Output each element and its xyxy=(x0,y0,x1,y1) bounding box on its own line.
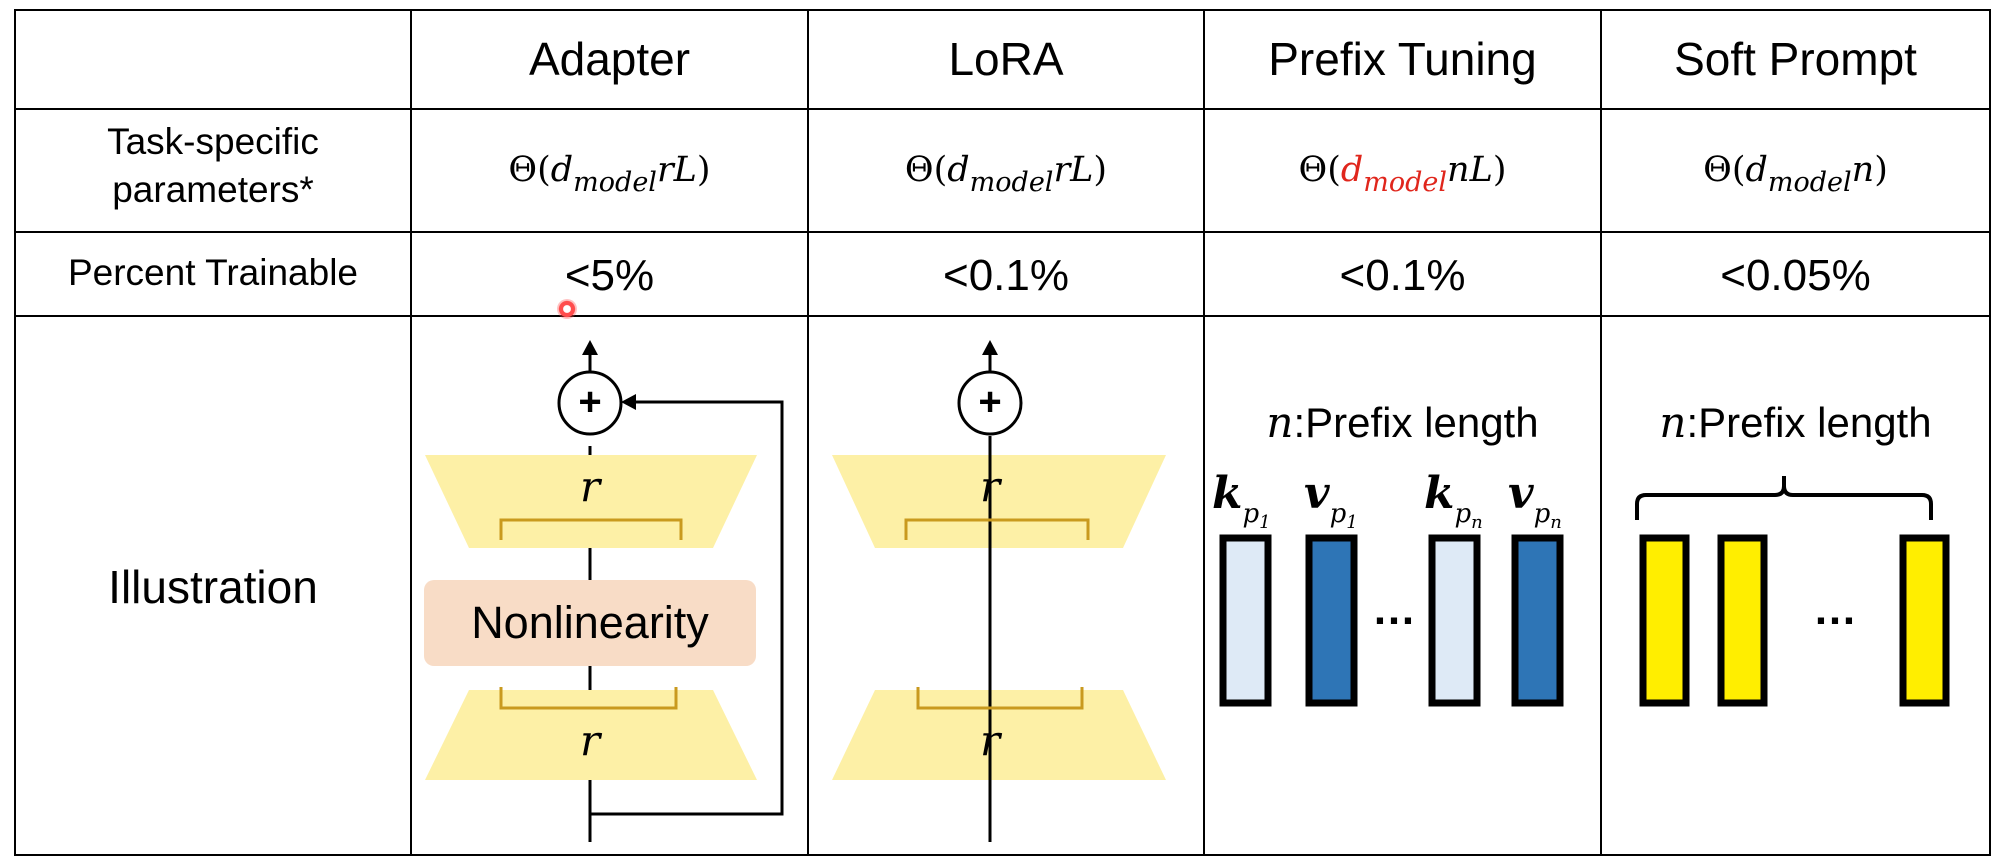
key-pn-label: kpn xyxy=(1424,468,1483,534)
lora-r-bottom: r xyxy=(979,716,1001,765)
adapter-r-bottom: r xyxy=(579,716,601,765)
adapter-up-projection xyxy=(425,690,757,780)
col-header-lora: LoRA xyxy=(948,33,1064,85)
pointer-cursor xyxy=(557,299,577,319)
col-header-prefix-tuning: Prefix Tuning xyxy=(1268,33,1537,85)
value-p1-label: vp1 xyxy=(1304,468,1358,534)
formula-soft-prompt: Θ(dmodeln) xyxy=(1703,150,1888,198)
lora-down-projection xyxy=(832,455,1166,548)
lora-diagram xyxy=(832,340,1166,842)
percent-adapter: <5% xyxy=(564,251,655,300)
adapter-down-projection xyxy=(425,455,757,548)
percent-prefix-tuning: <0.1% xyxy=(1339,251,1466,300)
row-label-task-params: Task-specific parameters* xyxy=(107,121,319,210)
prefix-length-label: n:Prefix length xyxy=(1266,398,1539,447)
soft-prompt-vectors xyxy=(1635,476,1950,707)
percent-lora: <0.1% xyxy=(943,251,1069,300)
lora-up-projection xyxy=(832,690,1166,780)
lora-r-top: r xyxy=(979,462,1001,511)
row-label-percent: Percent Trainable xyxy=(67,252,358,293)
prefix-ellipsis: … xyxy=(1372,585,1416,634)
value-pn-label: vpn xyxy=(1508,468,1562,534)
lora-add-circle xyxy=(957,370,1023,436)
col-header-soft-prompt: Soft Prompt xyxy=(1674,33,1917,85)
col-header-adapter: Adapter xyxy=(528,33,691,85)
row-label-illustration: Illustration xyxy=(108,561,318,613)
formula-prefix-tuning: Θ(dmodelnL) xyxy=(1298,150,1507,198)
soft-prefix-length-label: n:Prefix length xyxy=(1659,398,1932,447)
formula-adapter: Θ(dmodelrL) xyxy=(508,150,711,198)
adapter-plus-sign: + xyxy=(578,380,602,424)
adapter-r-top: r xyxy=(579,462,601,511)
adapter-diagram xyxy=(425,340,784,842)
percent-soft-prompt: <0.05% xyxy=(1720,251,1871,300)
nonlinearity-box: Nonlinearity xyxy=(424,580,756,666)
lora-plus-sign: + xyxy=(978,380,1002,424)
key-p1-label: kp1 xyxy=(1212,468,1271,534)
soft-prompt-ellipsis: … xyxy=(1813,585,1857,634)
prefix-vectors xyxy=(1219,534,1564,707)
formula-lora: Θ(dmodelrL) xyxy=(904,150,1108,198)
adapter-add-circle xyxy=(557,370,623,436)
